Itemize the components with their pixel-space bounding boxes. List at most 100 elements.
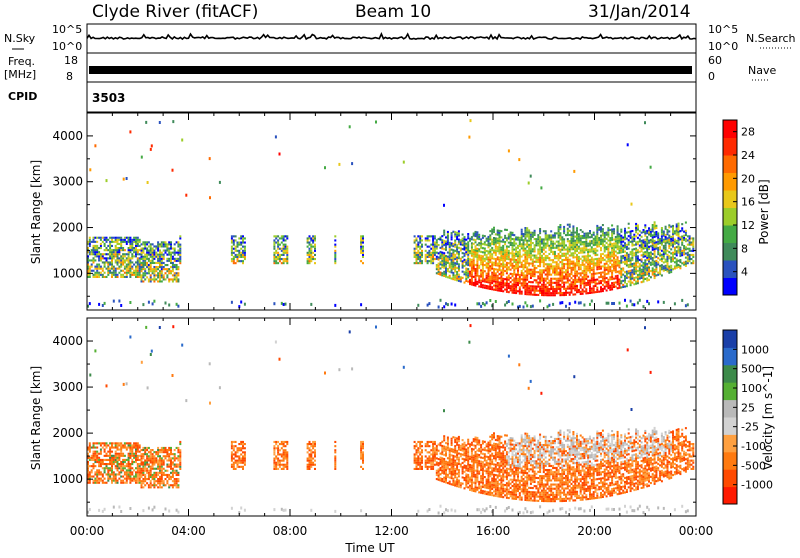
velocity-cell <box>128 473 130 475</box>
power-cell <box>530 258 532 260</box>
power-cell <box>655 248 657 250</box>
power-cell <box>510 240 512 242</box>
power-cell <box>452 260 454 262</box>
velocity-cell <box>89 482 91 484</box>
velocity-cell <box>279 464 281 466</box>
power-cell <box>583 270 585 272</box>
power-cell <box>644 251 646 253</box>
power-cell <box>602 271 604 273</box>
power-cell <box>676 230 678 232</box>
velocity-cell <box>159 459 161 461</box>
velocity-cell <box>115 457 117 459</box>
power-cell <box>558 272 560 274</box>
power-cell <box>609 229 611 231</box>
velocity-cell <box>159 480 161 482</box>
power-cell <box>148 280 150 282</box>
power-cell <box>646 279 648 281</box>
power-cell <box>548 304 550 307</box>
power-cell <box>626 256 628 258</box>
power-cell <box>159 243 161 245</box>
power-cell <box>567 257 569 259</box>
power-cell <box>530 254 532 256</box>
power-cell <box>578 260 580 262</box>
power-cell <box>530 175 532 178</box>
power-cell <box>648 266 650 268</box>
power-cell <box>613 259 615 261</box>
power-cell <box>360 248 362 250</box>
power-cell <box>452 251 454 253</box>
power-cell <box>668 243 670 245</box>
power-cell <box>124 266 126 268</box>
power-cell <box>537 259 539 261</box>
velocity-cell <box>179 468 181 470</box>
velocity-cell <box>155 484 157 486</box>
power-cell <box>309 256 311 258</box>
power-cell <box>580 274 582 276</box>
power-cell <box>644 233 646 235</box>
power-cell <box>611 249 613 251</box>
power-cell <box>619 285 621 287</box>
power-cell <box>484 285 486 287</box>
station-title: Clyde River (fitACF) <box>92 2 258 22</box>
power-cell <box>567 286 569 288</box>
power-cell <box>689 242 691 244</box>
power-cell <box>550 282 552 284</box>
power-cell <box>513 255 515 257</box>
power-cell <box>428 246 430 248</box>
power-cell <box>539 247 541 249</box>
power-cell <box>635 252 637 254</box>
power-cell <box>312 237 314 239</box>
power-cell <box>659 246 661 248</box>
power-cell <box>98 255 100 257</box>
power-cell <box>665 238 667 240</box>
power-cell <box>626 246 628 248</box>
power-cell <box>548 247 550 249</box>
power-cell <box>622 241 624 243</box>
power-cell <box>161 274 163 276</box>
power-cell <box>611 286 613 288</box>
power-cell <box>157 262 159 264</box>
velocity-cell <box>146 472 148 474</box>
power-cell <box>541 257 543 259</box>
velocity-cell <box>307 443 309 445</box>
power-cell <box>683 235 685 237</box>
velocity-cell <box>111 455 113 457</box>
velocity-cell <box>244 462 246 464</box>
power-cell <box>430 262 432 264</box>
power-cell <box>598 260 600 262</box>
power-cell <box>613 251 615 253</box>
power-cell <box>582 291 584 293</box>
power-cell <box>607 260 609 262</box>
power-cell <box>574 287 576 289</box>
power-cell <box>120 274 122 276</box>
power-cell <box>440 261 442 263</box>
power-cell <box>604 277 606 279</box>
power-cell <box>646 253 648 255</box>
power-cell <box>646 263 648 265</box>
power-cell <box>476 275 478 277</box>
power-cell <box>159 266 161 268</box>
power-cell <box>532 294 534 296</box>
velocity-cell <box>153 468 155 470</box>
power-cell <box>580 285 582 287</box>
power-cell <box>611 274 613 276</box>
power-cell <box>150 254 152 256</box>
power-cell <box>502 266 504 268</box>
power-cell <box>161 241 163 243</box>
velocity-cell <box>117 469 119 471</box>
power-cell <box>657 239 659 241</box>
power-cell <box>476 262 478 264</box>
power-cell <box>607 287 609 289</box>
power-cell <box>454 242 456 244</box>
power-cell <box>233 256 235 258</box>
power-cell <box>438 256 440 258</box>
power-cell <box>155 270 157 272</box>
power-cell <box>122 274 124 276</box>
velocity-cell <box>179 462 181 464</box>
power-cell <box>558 267 560 269</box>
power-cell <box>685 230 687 232</box>
power-cell <box>571 285 573 287</box>
power-cell <box>593 234 595 236</box>
power-cell <box>515 282 517 284</box>
power-cell <box>480 243 482 245</box>
